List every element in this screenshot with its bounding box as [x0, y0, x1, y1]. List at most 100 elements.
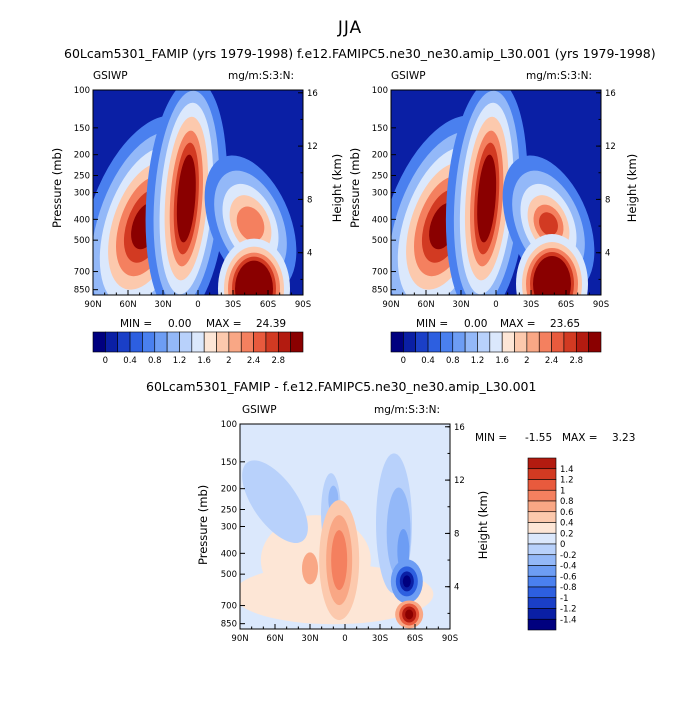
y-tick-label: 300 [74, 189, 90, 199]
y-tick-label: 500 [221, 570, 237, 580]
y-tick-label: 100 [372, 86, 388, 96]
colorbar-swatch [588, 331, 602, 353]
colorbar-swatch [563, 331, 577, 353]
y-tick-label: 400 [221, 549, 237, 559]
colorbar-swatch [228, 331, 242, 353]
colorbar-swatch [538, 331, 552, 353]
panel-2-title: f.e12.FAMIPC5.ne30_ne30.amip_L30.001 (yr… [297, 46, 656, 61]
colorbar-swatch [191, 331, 205, 353]
y-tick-label: 850 [372, 286, 388, 296]
panel-3-min-label: MIN = [475, 432, 508, 444]
colorbar-label: -0.8 [560, 583, 577, 593]
colorbar-swatch [527, 618, 557, 631]
colorbar-swatch [92, 331, 106, 353]
colorbar-swatch [105, 331, 119, 353]
x-tick-label: 90N [84, 300, 101, 310]
colorbar-swatch [527, 597, 557, 609]
colorbar-label: 1.6 [495, 356, 509, 366]
y2-tick-label: 8 [307, 195, 312, 205]
y-tick-label: 250 [372, 171, 388, 181]
colorbar-label: 0 [560, 540, 565, 550]
panel-3-max-value: 3.23 [612, 432, 636, 444]
colorbar-swatch [527, 532, 557, 545]
colorbar-label: 0.4 [123, 356, 137, 366]
y-tick-label: 700 [372, 268, 388, 278]
colorbar-label: 0.4 [421, 356, 435, 366]
y2-tick-label: 16 [454, 423, 465, 433]
colorbar-label: -0.6 [560, 572, 577, 582]
x-tick-label: 90N [231, 634, 248, 644]
tropical-contour [477, 154, 497, 243]
y2-tick-label: 4 [605, 249, 610, 259]
y-tick-label: 150 [74, 124, 90, 134]
x-tick-label: 0 [493, 300, 498, 310]
panel-2-units-label: mg/m:S:3:N: [526, 70, 593, 82]
positive-contour [405, 609, 414, 620]
panel-3-colorbar: 1.41.210.80.60.40.20-0.2-0.4-0.6-0.8-1-1… [527, 457, 577, 631]
y-tick-label: 100 [74, 86, 90, 96]
x-tick-label: 60S [407, 634, 423, 644]
y2-tick-label: 12 [454, 476, 465, 486]
colorbar-label: 1.2 [471, 356, 485, 366]
panel-1-plot: 90N 60N 30N 0 30S 60S 90S 100 150 200 250 300 400 500… [74, 86, 318, 310]
x-tick-label: 30S [225, 300, 241, 310]
colorbar-swatch [427, 331, 441, 353]
colorbar-swatch [240, 331, 254, 353]
tropical-contour [176, 154, 196, 243]
x-tick-label: 90S [593, 300, 609, 310]
y-tick-label: 850 [221, 620, 237, 630]
colorbar-label: 0.8 [560, 497, 574, 507]
colorbar-swatch [154, 331, 168, 353]
colorbar-swatch [551, 331, 565, 353]
x-tick-label: 60N [119, 300, 136, 310]
colorbar-label: 1.2 [560, 476, 574, 486]
panel-3-variable-label: GSIWP [242, 404, 277, 416]
colorbar-label: 0.8 [148, 356, 162, 366]
colorbar-swatch [216, 331, 230, 353]
season-title: JJA [337, 18, 363, 38]
panel-2-plot: 90N 60N 30N 0 30S 60S 90S 100 150 200 250 300 400 500… [372, 86, 616, 310]
y-tick-label: 250 [74, 171, 90, 181]
colorbar-swatch [575, 331, 589, 353]
y-tick-label: 200 [221, 485, 237, 495]
negative-contour [402, 575, 411, 588]
colorbar-label: 1.2 [173, 356, 187, 366]
colorbar-label: 2.4 [247, 356, 261, 366]
colorbar-swatch [527, 522, 557, 534]
y-tick-label: 500 [372, 236, 388, 246]
y-tick-label: 850 [74, 286, 90, 296]
panel-1-max-value: 24.39 [256, 318, 287, 330]
x-tick-label: 90S [295, 300, 311, 310]
panel-3-y-axis-label: Pressure (mb) [196, 484, 210, 565]
x-tick-label: 30N [154, 300, 171, 310]
colorbar-label: 0.2 [560, 529, 574, 539]
colorbar-swatch [390, 331, 404, 353]
colorbar-swatch [166, 331, 180, 353]
y-tick-label: 400 [372, 215, 388, 225]
sh-midlevel-contour [236, 206, 265, 242]
panel-2-min-label: MIN = [416, 318, 449, 330]
y2-tick-label: 16 [307, 89, 318, 99]
colorbar-swatch [403, 331, 417, 353]
colorbar-swatch [527, 565, 557, 577]
colorbar-swatch [277, 331, 291, 353]
x-tick-label: 60S [558, 300, 574, 310]
colorbar-swatch [415, 331, 429, 353]
panel-2-min-value: 0.00 [464, 318, 488, 330]
sh-lowlevel-contour [533, 256, 571, 295]
colorbar-swatch [265, 331, 279, 353]
panel-2-max-label: MAX = [500, 318, 536, 330]
colorbar-label: 0.6 [560, 508, 574, 518]
x-tick-label: 30N [301, 634, 318, 644]
y2-tick-label: 4 [454, 583, 459, 593]
panel-3-title: 60Lcam5301_FAMIP - f.e12.FAMIPC5.ne30_ne… [146, 379, 537, 394]
colorbar-label: -1 [560, 594, 568, 604]
x-tick-label: 60S [260, 300, 276, 310]
panel-1-min-label: MIN = [120, 318, 153, 330]
x-tick-label: 30N [452, 300, 469, 310]
y-tick-label: 100 [221, 420, 237, 430]
panel-3-y2-axis-label: Height (km) [476, 490, 490, 560]
colorbar-label: 1.4 [560, 465, 574, 475]
panel-2-colorbar: 0 0.4 0.8 1.2 1.6 2 2.4 2.8 [390, 331, 602, 366]
y-tick-label: 300 [221, 523, 237, 533]
